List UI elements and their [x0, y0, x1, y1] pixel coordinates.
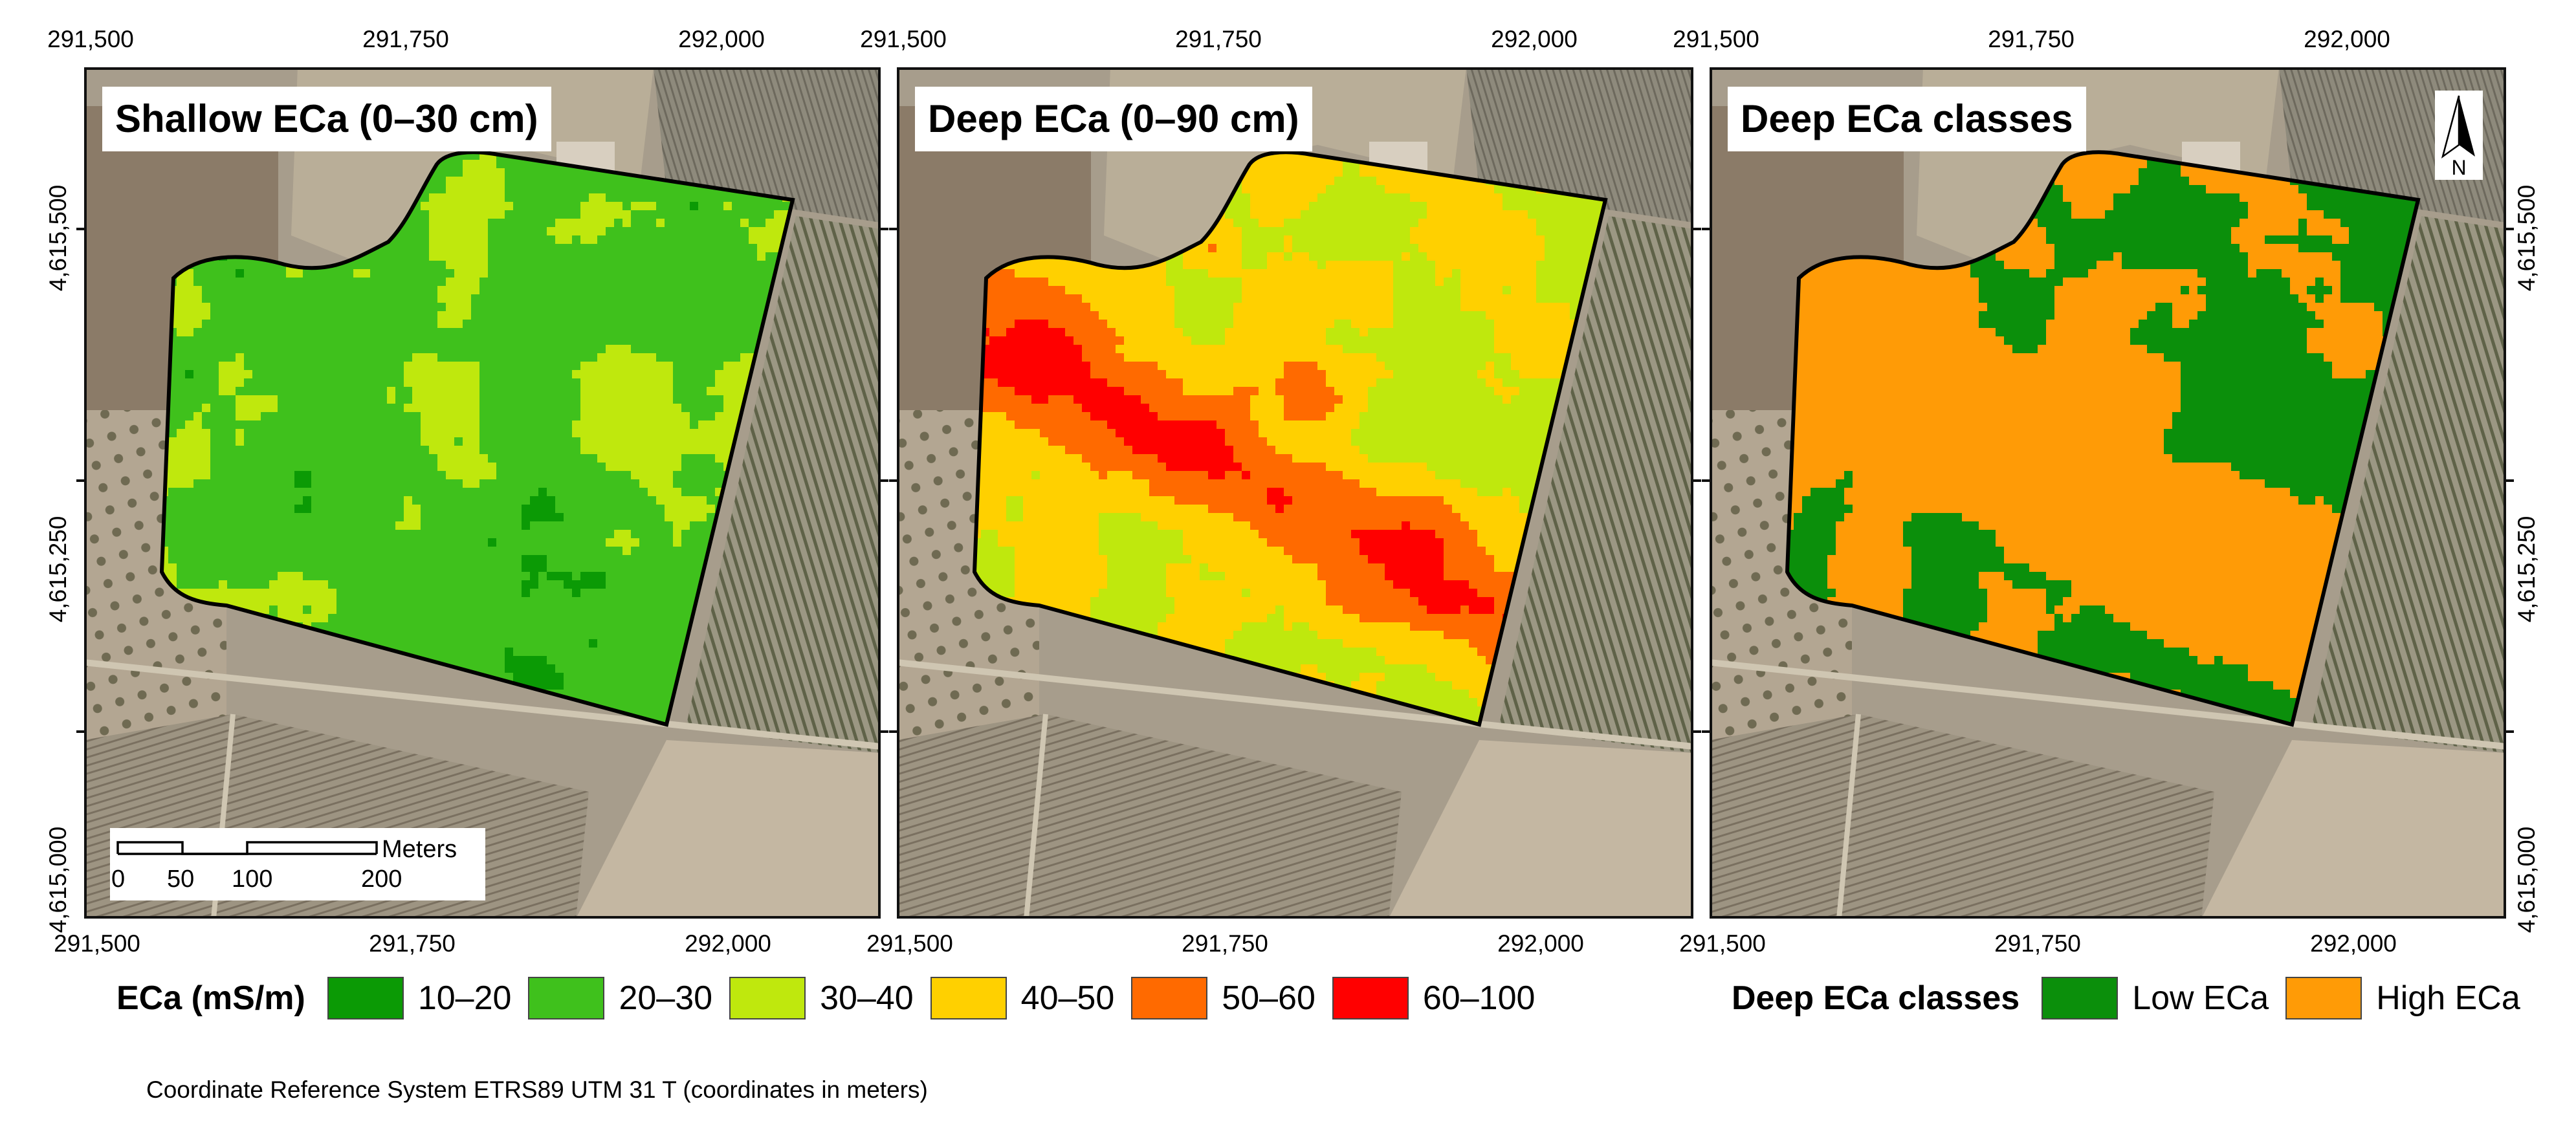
field-boundary [159, 150, 795, 727]
legend-swatch [1131, 977, 1208, 1020]
y-tick-label-right: 4,615,250 [2513, 516, 2540, 623]
y-tick-label-right: 4,615,000 [2513, 826, 2540, 933]
x-tick-label-bottom: 292,000 [2310, 930, 2397, 957]
y-tick-mark [1702, 228, 1710, 230]
x-tick-label-bottom: 291,750 [369, 930, 456, 957]
y-tick-mark [889, 730, 897, 733]
field-raster [974, 152, 1605, 725]
y-tick-mark [1702, 479, 1710, 482]
x-tick-label-bottom: 291,500 [1679, 930, 1766, 957]
y-tick-label-left: 4,615,500 [45, 184, 71, 292]
y-tick-mark [76, 730, 84, 733]
x-tick-label-top: 292,000 [678, 26, 765, 52]
x-tick-label-bottom: 291,750 [1182, 930, 1268, 957]
legend-label: 20–30 [619, 979, 713, 1017]
scale-bar-label: 100 [232, 866, 273, 893]
scale-bar-label: 200 [361, 866, 402, 893]
x-tick-label-bottom: 292,000 [1497, 930, 1584, 957]
map-canvas [897, 67, 1693, 919]
y-tick-mark [1702, 730, 1710, 733]
north-label: N [2451, 156, 2466, 179]
y-tick-mark [881, 228, 888, 230]
y-tick-mark [889, 479, 897, 482]
y-tick-mark [76, 479, 84, 482]
field-boundary [1785, 150, 2421, 727]
legend-label: Low ECa [2132, 979, 2269, 1017]
field-boundary [972, 150, 1608, 727]
y-tick-mark [1693, 730, 1701, 733]
x-tick-label-top: 292,000 [2304, 26, 2390, 52]
legend-swatch [2042, 977, 2119, 1020]
y-tick-label-left: 4,615,000 [45, 826, 71, 933]
y-tick-mark [2506, 730, 2514, 733]
legend-classes-title: Deep ECa classes [1732, 979, 2020, 1017]
legend-label: High ECa [2376, 979, 2520, 1017]
panel-title: Deep ECa classes [1728, 87, 2086, 151]
legend-item: 10–20 [327, 977, 512, 1020]
y-tick-mark [881, 479, 888, 482]
y-tick-mark [1693, 479, 1701, 482]
scale-bar-label: 0 [111, 866, 126, 893]
legend-item: 30–40 [729, 977, 914, 1020]
y-tick-mark [881, 730, 888, 733]
legend-label: 10–20 [417, 979, 512, 1017]
x-tick-label-top: 292,000 [1491, 26, 1578, 52]
x-tick-label-top: 291,750 [362, 26, 449, 52]
x-tick-label-bottom: 291,500 [54, 930, 140, 957]
legend-eca-title: ECa (mS/m) [116, 979, 305, 1017]
crs-footnote: Coordinate Reference System ETRS89 UTM 3… [146, 1076, 928, 1103]
x-tick-label-top: 291,750 [1988, 26, 2075, 52]
y-tick-mark [2506, 228, 2514, 230]
legend-swatch [729, 977, 806, 1020]
legend-classes: Deep ECa classes Low ECa High ECa [1732, 976, 2537, 1021]
y-tick-mark [2506, 479, 2514, 482]
map-panel-shallow-eca: Shallow ECa (0–30 cm) Meters 0 50 100 200 [76, 67, 888, 919]
x-tick-label-bottom: 291,500 [866, 930, 953, 957]
scale-bar-unit: Meters [382, 836, 457, 863]
x-tick-label-top: 291,750 [1175, 26, 1262, 52]
x-tick-label-bottom: 292,000 [685, 930, 771, 957]
legend-item: 50–60 [1131, 977, 1316, 1020]
legend-swatch [327, 977, 404, 1020]
y-tick-mark [889, 228, 897, 230]
legend-item: 60–100 [1332, 977, 1536, 1020]
y-tick-mark [1693, 228, 1701, 230]
y-tick-mark [76, 228, 84, 230]
legend-eca: ECa (mS/m) 10–20 20–30 30–40 40–50 50–60 60–1… [116, 976, 1552, 1021]
x-tick-label-bottom: 291,750 [1994, 930, 2081, 957]
legend-item: High ECa [2285, 977, 2520, 1020]
scale-bar: Meters 0 50 100 200 [110, 828, 485, 900]
north-arrow-icon: N [2435, 91, 2483, 180]
map-panel-deep-eca-classes: Deep ECa classes N [1702, 67, 2514, 919]
y-tick-label-left: 4,615,250 [45, 516, 71, 623]
scale-bar-label: 50 [167, 866, 195, 893]
legend-swatch [528, 977, 605, 1020]
legend-label: 60–100 [1422, 979, 1536, 1017]
legend-label: 50–60 [1222, 979, 1316, 1017]
legend-swatch [2285, 977, 2362, 1020]
x-tick-label-top: 291,500 [860, 26, 947, 52]
map-canvas [1710, 67, 2506, 919]
legend-item: 20–30 [528, 977, 712, 1020]
panel-title: Shallow ECa (0–30 cm) [102, 87, 551, 151]
panel-title: Deep ECa (0–90 cm) [915, 87, 1312, 151]
map-panel-deep-eca: Deep ECa (0–90 cm) [889, 67, 1701, 919]
scale-bar-line [116, 841, 378, 855]
legend-swatch [1332, 977, 1409, 1020]
y-tick-label-right: 4,615,500 [2513, 184, 2540, 292]
x-tick-label-top: 291,500 [1673, 26, 1759, 52]
map-canvas [84, 67, 881, 919]
legend-label: 40–50 [1020, 979, 1115, 1017]
legend-item: 40–50 [930, 977, 1115, 1020]
legend-swatch [930, 977, 1007, 1020]
legend-item: Low ECa [2042, 977, 2269, 1020]
legend-label: 30–40 [820, 979, 914, 1017]
x-tick-label-top: 291,500 [47, 26, 134, 52]
